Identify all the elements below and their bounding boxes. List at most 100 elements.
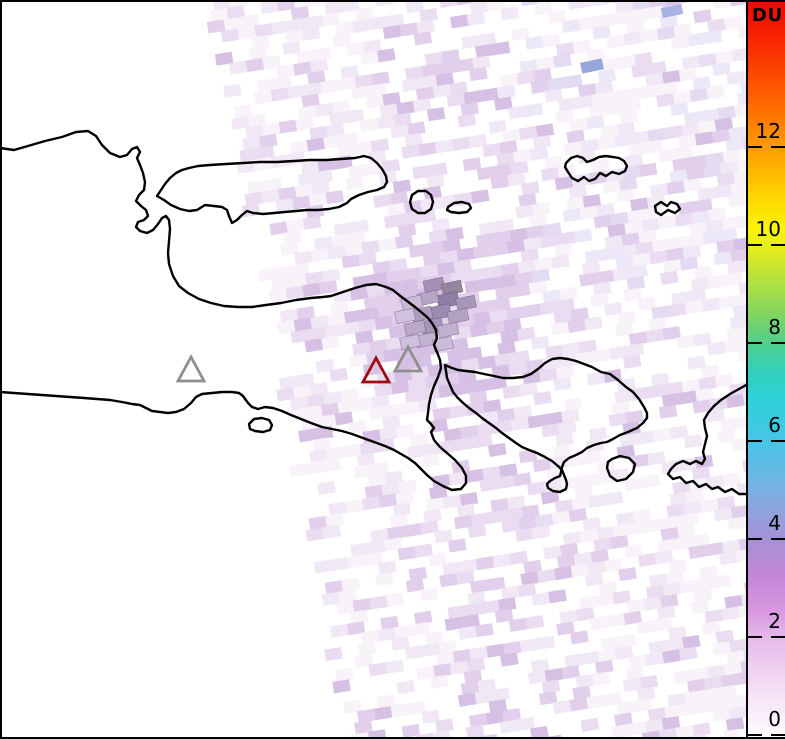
swath-pixel	[648, 250, 668, 265]
swath-pixel	[369, 528, 389, 543]
swath-pixel	[508, 361, 527, 376]
swath-pixel	[349, 353, 368, 368]
swath-pixel	[486, 576, 506, 591]
swath-pixel	[329, 623, 349, 638]
swath-pixel	[478, 221, 498, 236]
swath-pixel	[340, 321, 360, 336]
swath-pixel	[717, 684, 737, 700]
swath-pixel	[291, 195, 311, 210]
swath-pixel	[543, 222, 562, 237]
swath-pixel	[365, 94, 385, 109]
swath-pixel	[255, 145, 275, 160]
swath-pixel	[324, 0, 344, 15]
swath-pixel	[222, 83, 242, 98]
swath-pixel	[500, 6, 520, 21]
swath-pixel	[505, 306, 525, 321]
swath-pixel	[386, 525, 406, 540]
swath-pixel	[482, 466, 501, 481]
swath-pixel	[727, 516, 746, 531]
swath-pixel	[645, 328, 665, 343]
swath-pixel	[639, 675, 659, 690]
swath-pixel	[367, 473, 387, 488]
swath-pixel	[468, 134, 488, 149]
colorbar-tick-label: 2	[768, 609, 781, 633]
swath-pixel	[424, 631, 444, 646]
swath-pixel	[476, 166, 496, 181]
swath-pixel	[727, 260, 746, 275]
swath-pixel	[410, 366, 430, 381]
swath-pixel	[476, 422, 496, 437]
swath-pixel	[371, 71, 390, 86]
swath-pixel	[538, 691, 558, 706]
swath-pixel	[538, 367, 558, 383]
swath-pixel	[592, 281, 612, 296]
swath-pixel	[595, 13, 614, 28]
swath-pixel	[315, 358, 335, 373]
swath-pixel	[496, 474, 515, 490]
swath-pixel	[290, 329, 310, 344]
swath-pixel	[340, 65, 360, 80]
swath-pixel	[419, 8, 438, 23]
swath-pixel	[496, 84, 516, 100]
swath-pixel	[439, 573, 458, 588]
swath-pixel	[474, 433, 493, 449]
swath-pixel	[445, 226, 464, 241]
swath-pixel	[396, 680, 416, 695]
swath-pixel	[613, 133, 633, 148]
swath-pixel	[223, 16, 243, 31]
swath-pixel	[540, 167, 560, 182]
swath-pixel	[369, 595, 388, 610]
swath-pixel	[628, 331, 648, 346]
swath-pixel	[330, 233, 350, 248]
swath-pixel	[593, 470, 613, 485]
swath-pixel	[595, 592, 615, 608]
swath-pixel	[547, 10, 567, 25]
swath-pixel	[323, 134, 342, 149]
swath-pixel	[614, 645, 634, 660]
swath-pixel	[669, 425, 689, 440]
swath-pixel	[578, 339, 598, 354]
swath-pixel	[507, 105, 527, 120]
swath-pixel	[596, 135, 616, 151]
swath-pixel	[713, 251, 732, 266]
swath-pixel	[641, 474, 661, 489]
swath-pixel	[584, 249, 604, 264]
swath-pixel	[454, 381, 474, 396]
swath-pixel	[633, 698, 653, 713]
swath-pixel	[659, 14, 679, 29]
swath-pixel	[502, 707, 522, 723]
swath-pixel	[310, 315, 329, 330]
swath-pixel	[518, 516, 537, 531]
swath-pixel	[701, 620, 721, 635]
swath-pixel	[668, 302, 687, 318]
swath-pixel	[486, 643, 505, 658]
swath-pixel	[344, 498, 364, 514]
swath-pixel	[301, 93, 320, 108]
swath-pixel	[649, 183, 669, 198]
swath-pixel	[441, 49, 460, 64]
swath-pixel	[457, 369, 477, 384]
swath-pixel	[487, 442, 507, 457]
swath-pixel	[271, 20, 290, 35]
figure-frame-left	[0, 0, 2, 739]
swath-pixel	[294, 183, 314, 198]
swath-pixel	[730, 181, 746, 196]
swath-pixel	[556, 554, 576, 569]
swath-pixel	[618, 567, 637, 582]
swath-pixel	[287, 17, 307, 32]
swath-pixel	[551, 510, 571, 525]
colorbar-tick	[748, 538, 762, 540]
swath-pixel	[662, 259, 682, 274]
swath-pixel	[253, 156, 272, 172]
swath-pixel	[606, 34, 625, 49]
swath-pixel	[530, 335, 550, 350]
swath-pixel	[492, 553, 512, 568]
swath-pixel	[288, 273, 307, 289]
swath-pixel	[705, 219, 724, 234]
swath-pixel	[280, 241, 299, 256]
swath-pixel	[488, 699, 508, 714]
swath-pixel	[662, 582, 682, 597]
swath-pixel	[366, 283, 386, 298]
swath-pixel	[466, 11, 486, 26]
swath-pixel	[488, 119, 507, 134]
